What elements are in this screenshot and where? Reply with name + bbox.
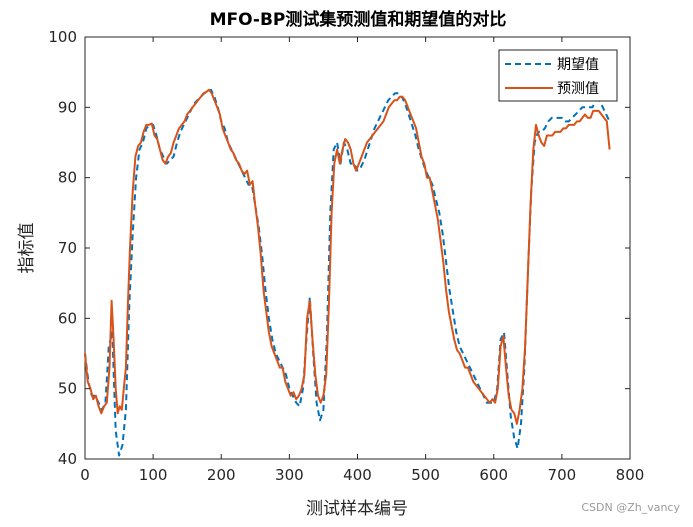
legend-label-expected: 期望值 <box>557 57 599 73</box>
y-tick-label: 40 <box>58 450 77 468</box>
axes-box <box>84 36 631 460</box>
x-tick-label: 500 <box>411 466 440 484</box>
x-tick-label: 800 <box>616 466 645 484</box>
x-tick-label: 400 <box>343 466 372 484</box>
y-tick-label: 50 <box>58 380 77 398</box>
legend: 期望值 预测值 <box>498 49 618 102</box>
x-tick-label: 700 <box>548 466 577 484</box>
legend-box <box>498 49 618 102</box>
series-layer <box>84 88 611 457</box>
series-predicted-line <box>84 88 611 425</box>
series-expected-line <box>84 88 611 457</box>
y-tick-label: 60 <box>58 309 77 327</box>
x-tick-label: 600 <box>479 466 508 484</box>
x-axis-label: 测试样本编号 <box>306 499 408 519</box>
y-tick-label: 90 <box>58 98 77 116</box>
x-tick-label: 100 <box>139 466 168 484</box>
y-tick-label: 70 <box>58 239 77 257</box>
x-tick-label: 0 <box>80 466 90 484</box>
chart-title: MFO-BP测试集预测值和期望值的对比 <box>210 9 507 30</box>
x-tick-label: 300 <box>275 466 304 484</box>
y-axis-label: 指标值 <box>17 223 37 274</box>
y-tick-label: 80 <box>58 169 77 187</box>
watermark: CSDN @Zh_vancy <box>581 501 680 514</box>
plot-area: 0 100 200 300 400 500 600 700 800 40 50 60 70 80 90 100 <box>48 28 644 484</box>
legend-label-predicted: 预测值 <box>557 81 599 97</box>
tick-layer: 0 100 200 300 400 500 600 700 800 40 50 60 70 80 90 100 <box>48 28 644 484</box>
x-tick-label: 200 <box>207 466 236 484</box>
y-tick-label: 100 <box>48 28 77 46</box>
